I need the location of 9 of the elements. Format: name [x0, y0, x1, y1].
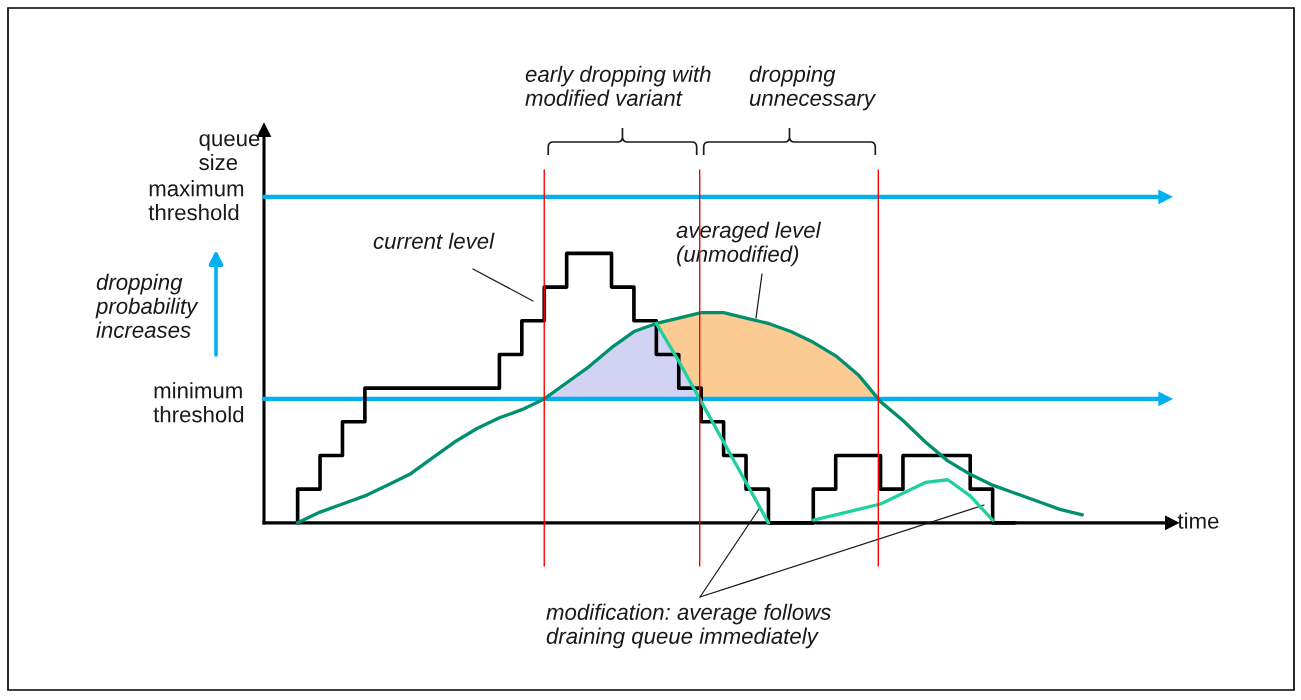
ref-line-label: minimum threshold	[153, 382, 244, 423]
text: dropping unnecessary	[749, 65, 877, 111]
ref-line-label: maximum threshold	[148, 180, 244, 221]
text: early dropping with modified variant	[525, 65, 711, 106]
x-axis-title: time	[1177, 512, 1219, 529]
text: modification: average follows draining queue immediately	[546, 603, 831, 649]
text: current level	[373, 232, 495, 249]
text: dropping probability increases	[95, 273, 199, 338]
y-axis-title: queue size	[199, 134, 260, 171]
